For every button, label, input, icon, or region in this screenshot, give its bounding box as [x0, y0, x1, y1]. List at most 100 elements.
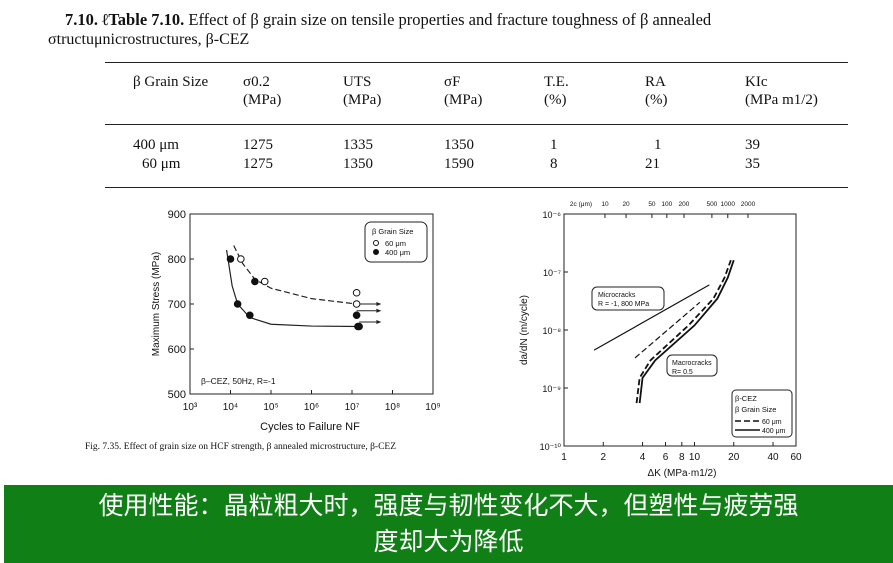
top-axis-label: 2c (μm) [570, 201, 592, 208]
summary-banner: 使用性能：晶粒粗大时，强度与韧性变化不大，但塑性与疲劳强 度却大为降低 [4, 485, 893, 563]
data-point-60um [260, 277, 269, 286]
column-header: KIc [745, 74, 768, 90]
top-tick-label: 1000 [721, 201, 736, 208]
row-label: 60 μm [142, 156, 181, 172]
column-header: T.E. [544, 74, 569, 90]
top-tick-label: 2000 [741, 201, 756, 208]
top-tick-label: 500 [706, 201, 717, 208]
x-tick-label: 6 [663, 452, 669, 463]
table-top-rule [105, 62, 848, 63]
column-unit: (MPa) [444, 92, 483, 108]
table-cell: 1335 [343, 137, 373, 153]
table-cell: 8 [550, 156, 558, 172]
y-tick-label: 10⁻⁹ [542, 384, 561, 394]
legend-marker [373, 249, 379, 255]
x-axis-label: Cycles to Failure NF [260, 421, 360, 433]
top-tick-label: 200 [679, 201, 690, 208]
top-tick-label: 100 [661, 201, 672, 208]
table-cell: 1350 [444, 137, 474, 153]
data-point-400um [246, 311, 254, 320]
legend-subtitle: β Grain Size [735, 405, 776, 414]
caption-text: Effect of β grain size on tensile proper… [184, 10, 712, 29]
annotation-text: Microcracks [598, 292, 636, 299]
annotation-box [591, 286, 665, 311]
x-tick-label: 10⁴ [223, 402, 238, 413]
x-tick-label: 8 [679, 452, 685, 463]
data-point-400um [251, 277, 259, 286]
banner-line-1: 使用性能：晶粒粗大时，强度与韧性变化不大，但塑性与疲劳强 [98, 491, 799, 520]
column-header: σF [444, 74, 461, 90]
data-point-400um [355, 322, 363, 331]
arrow-head [376, 308, 382, 313]
table-cell: 1 [550, 137, 558, 153]
x-tick-label: 1 [561, 452, 567, 463]
annotation-text: Macrocracks [672, 360, 712, 367]
legend-label: 400 μm [385, 248, 410, 257]
crack-growth-line [593, 284, 710, 351]
y-tick-label: 10⁻⁷ [543, 268, 561, 278]
table-number: 7.10. ℓTable 7.10. [65, 10, 185, 29]
table-caption: 7.10. ℓTable 7.10. Effect of β grain siz… [65, 10, 711, 30]
legend-label: 400 μm [762, 428, 786, 435]
x-tick-label: 10⁵ [263, 402, 278, 413]
y-tick-label: 800 [168, 254, 186, 266]
x-tick-label: 20 [728, 452, 740, 463]
table-cell: 1275 [243, 137, 273, 153]
caption-line2: σtructuμnicrostructures, β-CEZ [48, 31, 250, 48]
y-axis-label: da/dN (m/cycle) [519, 295, 530, 365]
data-point-400um [226, 255, 235, 263]
legend-label: 60 μm [385, 239, 406, 248]
legend-title: β Grain Size [372, 227, 413, 236]
legend-title: β-CEZ [735, 394, 757, 403]
y-tick-label: 500 [168, 389, 186, 401]
annotation-text: R = -1, 800 MPa [598, 301, 649, 308]
data-point-400um [352, 311, 361, 320]
top-tick-label: 50 [648, 201, 656, 208]
x-tick-label: 10⁶ [304, 402, 319, 413]
x-tick-label: 10⁹ [425, 402, 440, 413]
x-tick-label: 4 [640, 452, 646, 463]
table-cell: 39 [745, 137, 760, 153]
legend-box [731, 389, 793, 438]
legend-box [364, 221, 428, 263]
x-tick-label: 10⁸ [385, 402, 400, 413]
x-tick-label: 2 [600, 452, 606, 463]
annotation-text: R= 0.5 [672, 369, 693, 376]
y-tick-label: 10⁻⁶ [543, 210, 562, 220]
y-tick-label: 10⁻⁸ [542, 326, 561, 336]
table-cell: 1590 [444, 156, 474, 172]
crack-growth-line [634, 301, 701, 359]
chart-annotation: β–CEZ, 50Hz, R=-1 [201, 376, 276, 386]
top-tick-label: 20 [622, 201, 630, 208]
column-header: σ0.2 [243, 74, 270, 90]
table-cell: 1350 [343, 156, 373, 172]
x-tick-label: 10³ [183, 402, 198, 413]
legend-marker [373, 240, 379, 246]
table-header-rule [105, 124, 848, 125]
banner-line-2: 度却大为降低 [373, 527, 524, 556]
table-cell: 1 [654, 137, 662, 153]
data-point-60um [237, 255, 245, 263]
column-header: β Grain Size [133, 74, 209, 90]
x-axis-label: ΔK (MPa·m1/2) [648, 468, 717, 479]
data-point-60um [352, 288, 361, 297]
arrow-head [376, 320, 382, 324]
x-tick-label: 10⁷ [345, 402, 360, 413]
column-unit: (%) [544, 92, 567, 108]
table-cell: 1275 [243, 156, 273, 172]
crack-growth-line [635, 259, 732, 404]
data-point-60um [352, 300, 361, 308]
column-unit: (MPa) [243, 92, 282, 108]
x-tick-label: 40 [767, 452, 779, 463]
y-axis-label: Maximum Stress (MPa) [151, 252, 162, 356]
y-tick-label: 600 [168, 344, 186, 356]
column-header: UTS [343, 74, 372, 90]
legend-label: 60 μm [762, 419, 782, 426]
x-tick-label: 60 [790, 452, 802, 463]
y-tick-label: 700 [168, 299, 186, 311]
table-cell: 35 [745, 156, 760, 172]
arrow-head [376, 302, 382, 306]
annotation-box [666, 354, 718, 377]
